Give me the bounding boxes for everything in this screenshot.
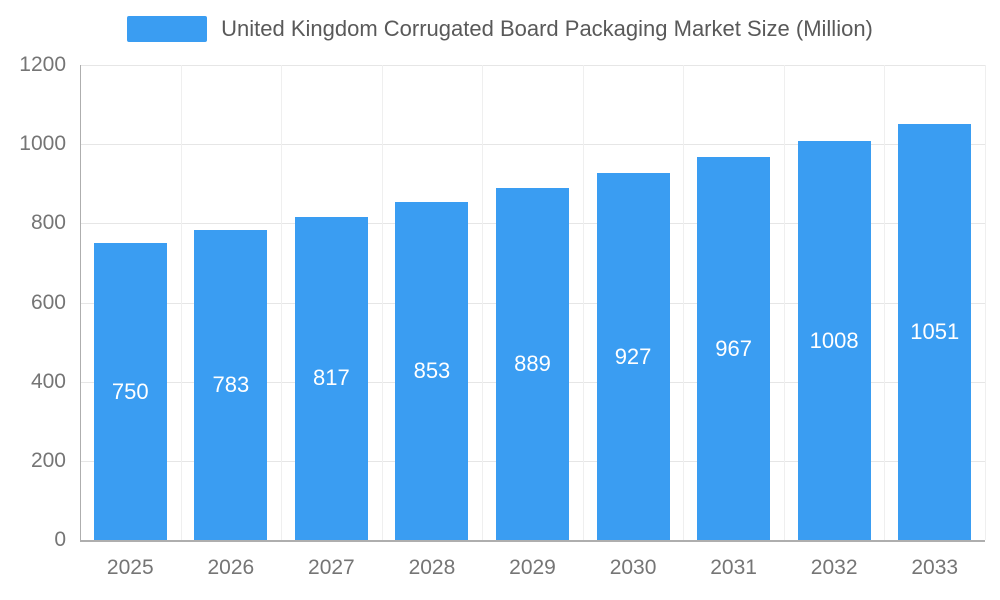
h-gridline: [80, 144, 985, 146]
bar: [194, 230, 268, 540]
y-axis-tick-label: 0: [54, 528, 66, 551]
x-axis-tick-label: 2030: [609, 556, 657, 579]
x-axis-tick-label: 2033: [911, 556, 959, 579]
y-axis-tick-label: 400: [30, 369, 66, 393]
x-axis-line: [80, 540, 985, 542]
bar-value-label: 750: [111, 378, 149, 404]
x-axis-tick-label: 2026: [207, 556, 255, 579]
v-gridline: [180, 65, 182, 540]
chart-title: United Kingdom Corrugated Board Packagin…: [221, 16, 873, 41]
x-axis-tick-label: 2027: [308, 556, 355, 579]
bar-value-label: 853: [413, 358, 451, 384]
bar: [496, 188, 569, 540]
v-gridline: [281, 65, 283, 540]
bar-value-label: 1051: [910, 318, 960, 344]
bar: [697, 157, 771, 540]
bar-value-label: 967: [715, 335, 752, 361]
legend-swatch: [127, 16, 208, 42]
y-axis-line: [80, 65, 81, 540]
bar: [93, 243, 167, 540]
bar: [797, 141, 871, 540]
bar-value-label: 889: [514, 351, 551, 377]
x-axis-tick-label: 2032: [810, 556, 858, 579]
bar-value-label: 927: [614, 343, 652, 369]
x-axis-tick-label: 2025: [106, 556, 154, 579]
y-axis-tick-label: 200: [30, 448, 66, 472]
y-axis-tick-label: 1000: [19, 132, 66, 156]
bar-value-label: 783: [212, 372, 250, 398]
y-axis-tick-label: 600: [30, 290, 66, 314]
bar-value-label: 817: [313, 365, 350, 391]
v-gridline: [381, 65, 383, 540]
legend[interactable]: United Kingdom Corrugated Board Packagin…: [0, 16, 1000, 42]
v-gridline: [985, 65, 986, 540]
bar: [395, 202, 469, 540]
v-gridline: [683, 65, 685, 540]
v-gridline: [884, 65, 886, 540]
x-axis-tick-label: 2031: [710, 556, 757, 579]
y-axis-tick-label: 1200: [19, 53, 66, 76]
bar-value-label: 1008: [809, 327, 859, 353]
bar: [294, 216, 368, 540]
x-axis-tick-label: 2029: [509, 556, 556, 579]
y-axis-tick-label: 800: [30, 211, 66, 235]
v-gridline: [582, 65, 584, 540]
h-gridline: [80, 65, 985, 66]
v-gridline: [783, 65, 785, 540]
x-axis-tick-label: 2028: [408, 556, 456, 579]
bar: [596, 173, 670, 540]
v-gridline: [482, 65, 484, 540]
bar: [898, 123, 972, 540]
